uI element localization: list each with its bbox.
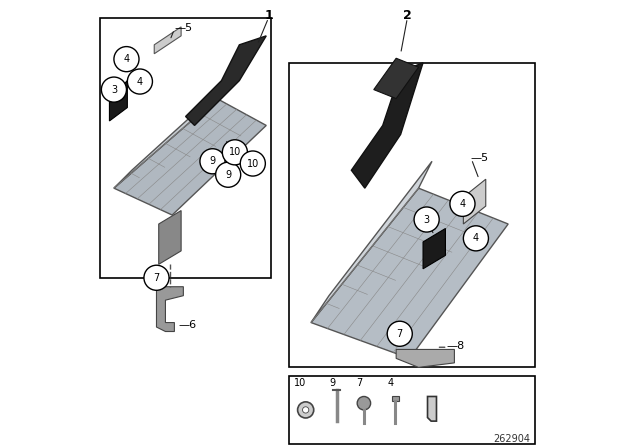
Text: 2: 2	[403, 9, 412, 22]
Polygon shape	[109, 81, 127, 121]
Text: 10: 10	[228, 147, 241, 157]
Text: 4: 4	[388, 378, 394, 388]
FancyBboxPatch shape	[289, 376, 535, 444]
Text: —8: —8	[446, 341, 465, 351]
Text: 7: 7	[397, 329, 403, 339]
Polygon shape	[311, 188, 508, 358]
Circle shape	[414, 207, 439, 232]
Polygon shape	[157, 287, 184, 332]
Text: 262904: 262904	[493, 434, 531, 444]
Text: 4: 4	[473, 233, 479, 243]
FancyBboxPatch shape	[289, 63, 535, 367]
Text: —6: —6	[179, 320, 197, 330]
Polygon shape	[463, 179, 486, 224]
Polygon shape	[154, 27, 181, 54]
Circle shape	[240, 151, 266, 176]
Circle shape	[101, 77, 127, 102]
Text: 4: 4	[137, 77, 143, 86]
Text: 4: 4	[460, 199, 465, 209]
Circle shape	[298, 402, 314, 418]
Circle shape	[357, 396, 371, 410]
Circle shape	[222, 140, 248, 165]
Text: 9: 9	[225, 170, 231, 180]
Text: 4: 4	[124, 54, 129, 64]
Polygon shape	[311, 161, 432, 323]
Polygon shape	[351, 63, 423, 188]
Text: 9: 9	[209, 156, 216, 166]
Circle shape	[387, 321, 412, 346]
Circle shape	[144, 265, 169, 290]
Circle shape	[200, 149, 225, 174]
Circle shape	[303, 407, 309, 413]
Polygon shape	[392, 396, 399, 401]
Polygon shape	[374, 58, 419, 99]
Polygon shape	[423, 228, 445, 269]
Polygon shape	[159, 211, 181, 264]
FancyBboxPatch shape	[100, 18, 271, 278]
Polygon shape	[186, 36, 266, 125]
Text: 3: 3	[424, 215, 429, 224]
Polygon shape	[396, 349, 454, 367]
Circle shape	[216, 162, 241, 187]
Circle shape	[127, 69, 152, 94]
Circle shape	[450, 191, 475, 216]
Polygon shape	[114, 99, 266, 215]
Circle shape	[463, 226, 488, 251]
Text: —5: —5	[470, 153, 488, 163]
Text: 3: 3	[111, 85, 117, 95]
Circle shape	[114, 47, 139, 72]
Text: 7: 7	[154, 273, 159, 283]
Text: 1: 1	[264, 9, 273, 22]
Text: 10: 10	[294, 378, 306, 388]
Text: 7: 7	[356, 378, 362, 388]
Polygon shape	[114, 81, 230, 188]
Text: 10: 10	[246, 159, 259, 168]
Text: —5: —5	[174, 23, 193, 33]
Text: 9: 9	[329, 378, 335, 388]
Polygon shape	[428, 396, 436, 421]
